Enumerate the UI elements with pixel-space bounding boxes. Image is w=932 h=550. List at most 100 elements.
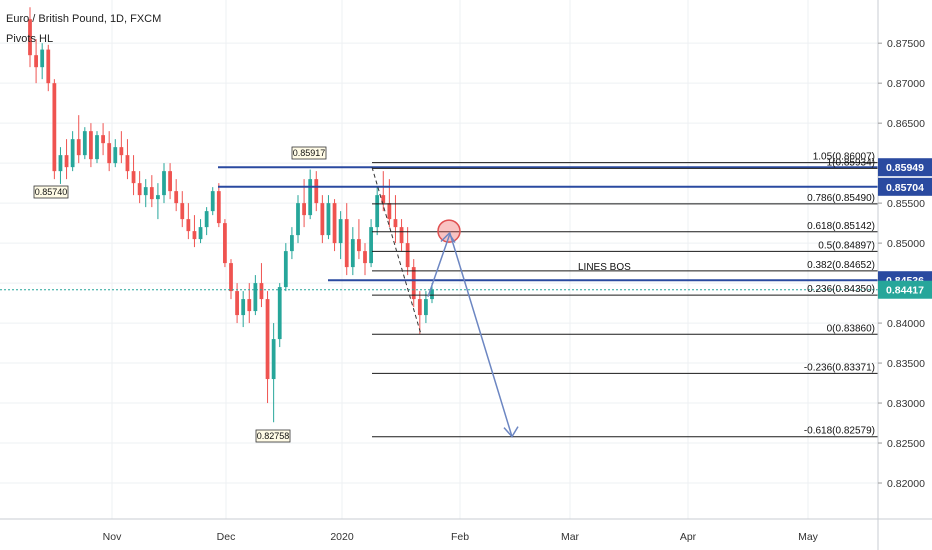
candle-body[interactable] bbox=[265, 299, 270, 380]
candle-body[interactable] bbox=[290, 235, 294, 252]
dashed-trend-line[interactable] bbox=[371, 166, 422, 335]
lines-bos-annotation: LINES BOS bbox=[578, 262, 631, 273]
candle-body[interactable] bbox=[399, 227, 404, 244]
candle-body[interactable] bbox=[326, 203, 331, 236]
candle-body[interactable] bbox=[332, 203, 337, 244]
candle-body[interactable] bbox=[357, 239, 361, 252]
price-tag bbox=[878, 158, 932, 177]
arrowhead-down bbox=[503, 426, 519, 438]
candle-body[interactable] bbox=[296, 203, 300, 236]
candle-body[interactable] bbox=[216, 191, 221, 224]
price-tag-label: 0.84417 bbox=[886, 285, 924, 297]
candle-body[interactable] bbox=[162, 171, 166, 196]
arrowhead-up bbox=[440, 232, 456, 243]
candle-body[interactable] bbox=[314, 179, 319, 204]
candle-body[interactable] bbox=[168, 171, 172, 192]
candle-body[interactable] bbox=[101, 135, 105, 144]
candle-body[interactable] bbox=[52, 83, 57, 172]
candle-body[interactable] bbox=[235, 291, 239, 316]
candle-body[interactable] bbox=[302, 203, 306, 216]
y-axis-tick-label: 0.82000 bbox=[887, 478, 925, 490]
pivot-label: 0.85740 bbox=[35, 187, 68, 197]
candle-body[interactable] bbox=[107, 143, 112, 164]
fib-level-label: 0(0.83860) bbox=[827, 323, 875, 334]
fib-level-label: 0.5(0.84897) bbox=[818, 240, 875, 251]
projection-arrow-path[interactable] bbox=[427, 231, 513, 437]
candle-body[interactable] bbox=[308, 179, 313, 216]
candle-body[interactable] bbox=[253, 283, 258, 312]
x-axis-tick-label: Dec bbox=[217, 531, 236, 543]
candle-body[interactable] bbox=[283, 251, 288, 288]
candle-body[interactable] bbox=[363, 251, 367, 264]
candle-body[interactable] bbox=[417, 299, 422, 316]
candle-body[interactable] bbox=[411, 267, 416, 300]
candle-body[interactable] bbox=[320, 203, 325, 236]
candle-body[interactable] bbox=[28, 19, 32, 56]
candle-body[interactable] bbox=[34, 55, 38, 68]
candle-body[interactable] bbox=[89, 131, 93, 160]
candle-body[interactable] bbox=[405, 243, 410, 268]
candle-body[interactable] bbox=[137, 183, 142, 196]
candle-body[interactable] bbox=[186, 219, 191, 232]
candle-body[interactable] bbox=[259, 283, 264, 300]
candle-body[interactable] bbox=[430, 289, 434, 300]
candle-body[interactable] bbox=[46, 49, 51, 84]
candle-body[interactable] bbox=[119, 147, 124, 156]
candle-body[interactable] bbox=[95, 135, 99, 160]
candle-body[interactable] bbox=[174, 191, 179, 204]
candle-body[interactable] bbox=[180, 203, 185, 220]
candle-body[interactable] bbox=[229, 263, 233, 292]
candle-body[interactable] bbox=[393, 219, 398, 228]
candle-body[interactable] bbox=[241, 299, 246, 316]
y-axis-tick-label: 0.86500 bbox=[887, 118, 925, 130]
candle-body[interactable] bbox=[204, 211, 209, 228]
candle-body[interactable] bbox=[424, 299, 428, 316]
x-axis-tick-label: May bbox=[798, 531, 819, 543]
fib-level-label: -0.236(0.83371) bbox=[804, 362, 875, 373]
candle-body[interactable] bbox=[369, 227, 373, 264]
candle-body[interactable] bbox=[247, 299, 252, 312]
candle-body[interactable] bbox=[64, 155, 69, 168]
candle-body[interactable] bbox=[381, 195, 386, 204]
candle-body[interactable] bbox=[387, 203, 392, 220]
candle-body[interactable] bbox=[143, 187, 148, 196]
candle-body[interactable] bbox=[82, 131, 87, 156]
candle-body[interactable] bbox=[156, 195, 160, 200]
candle-body[interactable] bbox=[70, 139, 75, 168]
y-axis-tick-label: 0.85500 bbox=[887, 198, 925, 210]
candle-body[interactable] bbox=[198, 227, 203, 240]
candle-body[interactable] bbox=[375, 195, 380, 228]
candle-body[interactable] bbox=[149, 187, 154, 200]
candle-body[interactable] bbox=[113, 147, 118, 164]
candle-body[interactable] bbox=[125, 155, 130, 172]
fib-level-label: 0.382(0.84652) bbox=[807, 260, 875, 271]
candle-body[interactable] bbox=[210, 191, 215, 212]
candle-body[interactable] bbox=[58, 155, 63, 172]
fib-level-label: 0.786(0.85490) bbox=[807, 193, 875, 204]
fib-level-label: 0.618(0.85142) bbox=[807, 221, 875, 232]
pivot-label-box bbox=[255, 429, 291, 443]
y-axis-tick-label: 0.82500 bbox=[887, 438, 925, 450]
y-axis-tick-label: 0.83000 bbox=[887, 398, 925, 410]
candle-body[interactable] bbox=[338, 219, 343, 244]
pivot-label: 0.82758 bbox=[257, 431, 290, 441]
candle-body[interactable] bbox=[76, 139, 81, 156]
candle-body[interactable] bbox=[271, 339, 276, 380]
target-circle-marker[interactable] bbox=[437, 219, 461, 243]
x-axis-tick-label: Mar bbox=[561, 531, 580, 543]
candle-body[interactable] bbox=[350, 239, 355, 268]
chart-symbol-title: Euro / British Pound, 1D, FXCM bbox=[6, 13, 161, 25]
candle-body[interactable] bbox=[131, 171, 136, 184]
price-tag-label: 0.85949 bbox=[886, 162, 924, 174]
candle-body[interactable] bbox=[40, 49, 45, 68]
candle-body[interactable] bbox=[192, 231, 197, 240]
y-axis-tick-label: 0.83500 bbox=[887, 358, 925, 370]
price-tag-label: 0.85704 bbox=[886, 182, 924, 194]
price-tag bbox=[878, 177, 932, 196]
candle-body[interactable] bbox=[344, 219, 349, 268]
y-axis-tick-label: 0.84000 bbox=[887, 318, 925, 330]
candle-body[interactable] bbox=[223, 223, 227, 264]
candle-body[interactable] bbox=[277, 287, 282, 340]
